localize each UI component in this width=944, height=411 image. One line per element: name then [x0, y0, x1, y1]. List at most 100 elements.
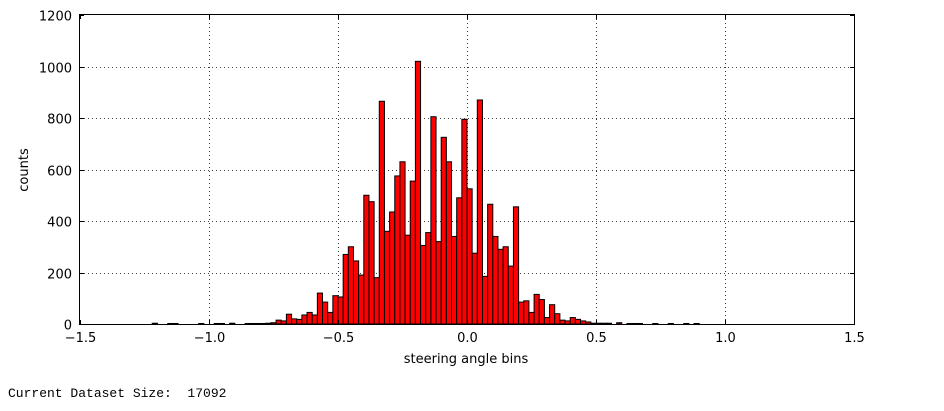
histogram-bar [420, 244, 427, 325]
histogram-bar [543, 317, 551, 325]
x-tick-label: 0.0 [457, 331, 478, 346]
histogram-bar [404, 234, 411, 325]
histogram-bar [636, 322, 643, 325]
histogram-bar [280, 320, 287, 325]
histogram-bar [538, 299, 545, 325]
histogram-bar [363, 194, 370, 325]
histogram-bar [399, 161, 406, 325]
histogram-bar [260, 322, 267, 325]
histogram-bar [198, 322, 205, 325]
histogram-bar [254, 322, 262, 325]
histogram-bar [502, 246, 509, 325]
histogram-bar [167, 322, 174, 325]
histogram-bar [605, 322, 612, 325]
histogram-bar [626, 322, 633, 325]
histogram-bar [275, 319, 282, 325]
histogram-bar [249, 322, 256, 325]
histogram-bar [389, 211, 396, 325]
x-tick-label: 1.0 [715, 331, 736, 346]
dataset-size-caption: Current Dataset Size: 17092 [8, 386, 227, 401]
histogram-bar [358, 274, 365, 325]
histogram-bar [311, 314, 318, 325]
histogram-bar [667, 322, 674, 325]
histogram-bar [564, 320, 571, 325]
histogram-bar [533, 293, 540, 325]
histogram-bar [151, 322, 158, 325]
histogram-bar [368, 201, 375, 325]
x-tick-label: 0.5 [586, 331, 607, 346]
histogram-bar [574, 318, 582, 325]
histogram-bar [296, 318, 303, 325]
histogram-bar [352, 260, 360, 325]
histogram-bar [373, 277, 380, 325]
histogram-bar [409, 180, 416, 325]
histogram-bar [172, 322, 179, 325]
histogram-bars [151, 60, 700, 325]
histogram-bar [471, 252, 478, 325]
histogram-bar [616, 322, 623, 325]
histogram-bar [512, 206, 520, 325]
histogram-bar [507, 265, 514, 325]
histogram-bar [445, 161, 453, 325]
histogram-bar [600, 322, 607, 325]
histogram-bar [518, 301, 525, 325]
histogram-bar [301, 314, 308, 325]
histogram-bar [229, 322, 236, 325]
y-tick-label: 0 [64, 319, 72, 334]
histogram-bar [306, 311, 313, 325]
histogram-bar [342, 253, 349, 325]
x-tick-label: −0.5 [323, 331, 355, 346]
histogram-bar [585, 321, 592, 325]
y-tick-label: 1200 [39, 10, 72, 25]
histogram-bar [347, 246, 354, 325]
y-tick-label: 800 [47, 113, 72, 128]
histogram-bar [322, 301, 329, 325]
y-axis-ticks: 0 200 400 600 800 1000 1200 [39, 10, 854, 334]
histogram-chart: −1.5 −1.0 −0.5 0.0 0.5 1.0 1.5 0 200 400 600 800 10… [17, 10, 865, 368]
histogram-bar [683, 322, 690, 325]
histogram-bar [425, 232, 432, 325]
histogram-bar [580, 320, 587, 325]
histogram-bar [631, 322, 638, 325]
histogram-bar [270, 322, 277, 325]
x-tick-label: −1.5 [65, 331, 97, 346]
histogram-bar [435, 241, 442, 325]
histogram-bar [430, 116, 437, 325]
histogram-bar [523, 300, 530, 325]
x-axis-label: steering angle bins [404, 352, 529, 367]
histogram-bar [497, 248, 504, 325]
histogram-bar [487, 203, 494, 325]
grid-lines [80, 15, 854, 324]
histogram-bar [590, 322, 597, 325]
histogram-bar [466, 188, 473, 325]
histogram-bar [316, 292, 324, 325]
histogram-bar [456, 197, 463, 325]
histogram-bar [476, 99, 483, 325]
y-tick-label: 400 [47, 216, 72, 231]
plot-frame [79, 14, 855, 325]
histogram-bar [549, 304, 556, 325]
x-tick-label: 1.5 [844, 331, 865, 346]
histogram-bar [559, 319, 566, 325]
histogram-bar [378, 100, 385, 325]
histogram-bar [285, 313, 293, 325]
histogram-bar [492, 235, 499, 325]
x-tick-label: −1.0 [194, 331, 226, 346]
histogram-bar [383, 230, 391, 325]
histogram-bar [461, 118, 468, 325]
histogram-bar [265, 322, 272, 325]
histogram-bar [244, 322, 251, 325]
histogram-bar [554, 313, 561, 325]
histogram-bar [569, 317, 576, 325]
histogram-bar [414, 60, 422, 325]
histogram-bar [291, 318, 298, 325]
histogram-bar [213, 322, 220, 325]
y-tick-label: 1000 [39, 62, 72, 77]
y-tick-label: 200 [47, 268, 72, 283]
histogram-bar [528, 311, 535, 325]
y-tick-label: 600 [47, 165, 72, 180]
histogram-bar [337, 296, 344, 325]
y-axis-label: counts [17, 148, 32, 192]
histogram-bar [481, 275, 489, 325]
histogram-bar [451, 235, 458, 325]
